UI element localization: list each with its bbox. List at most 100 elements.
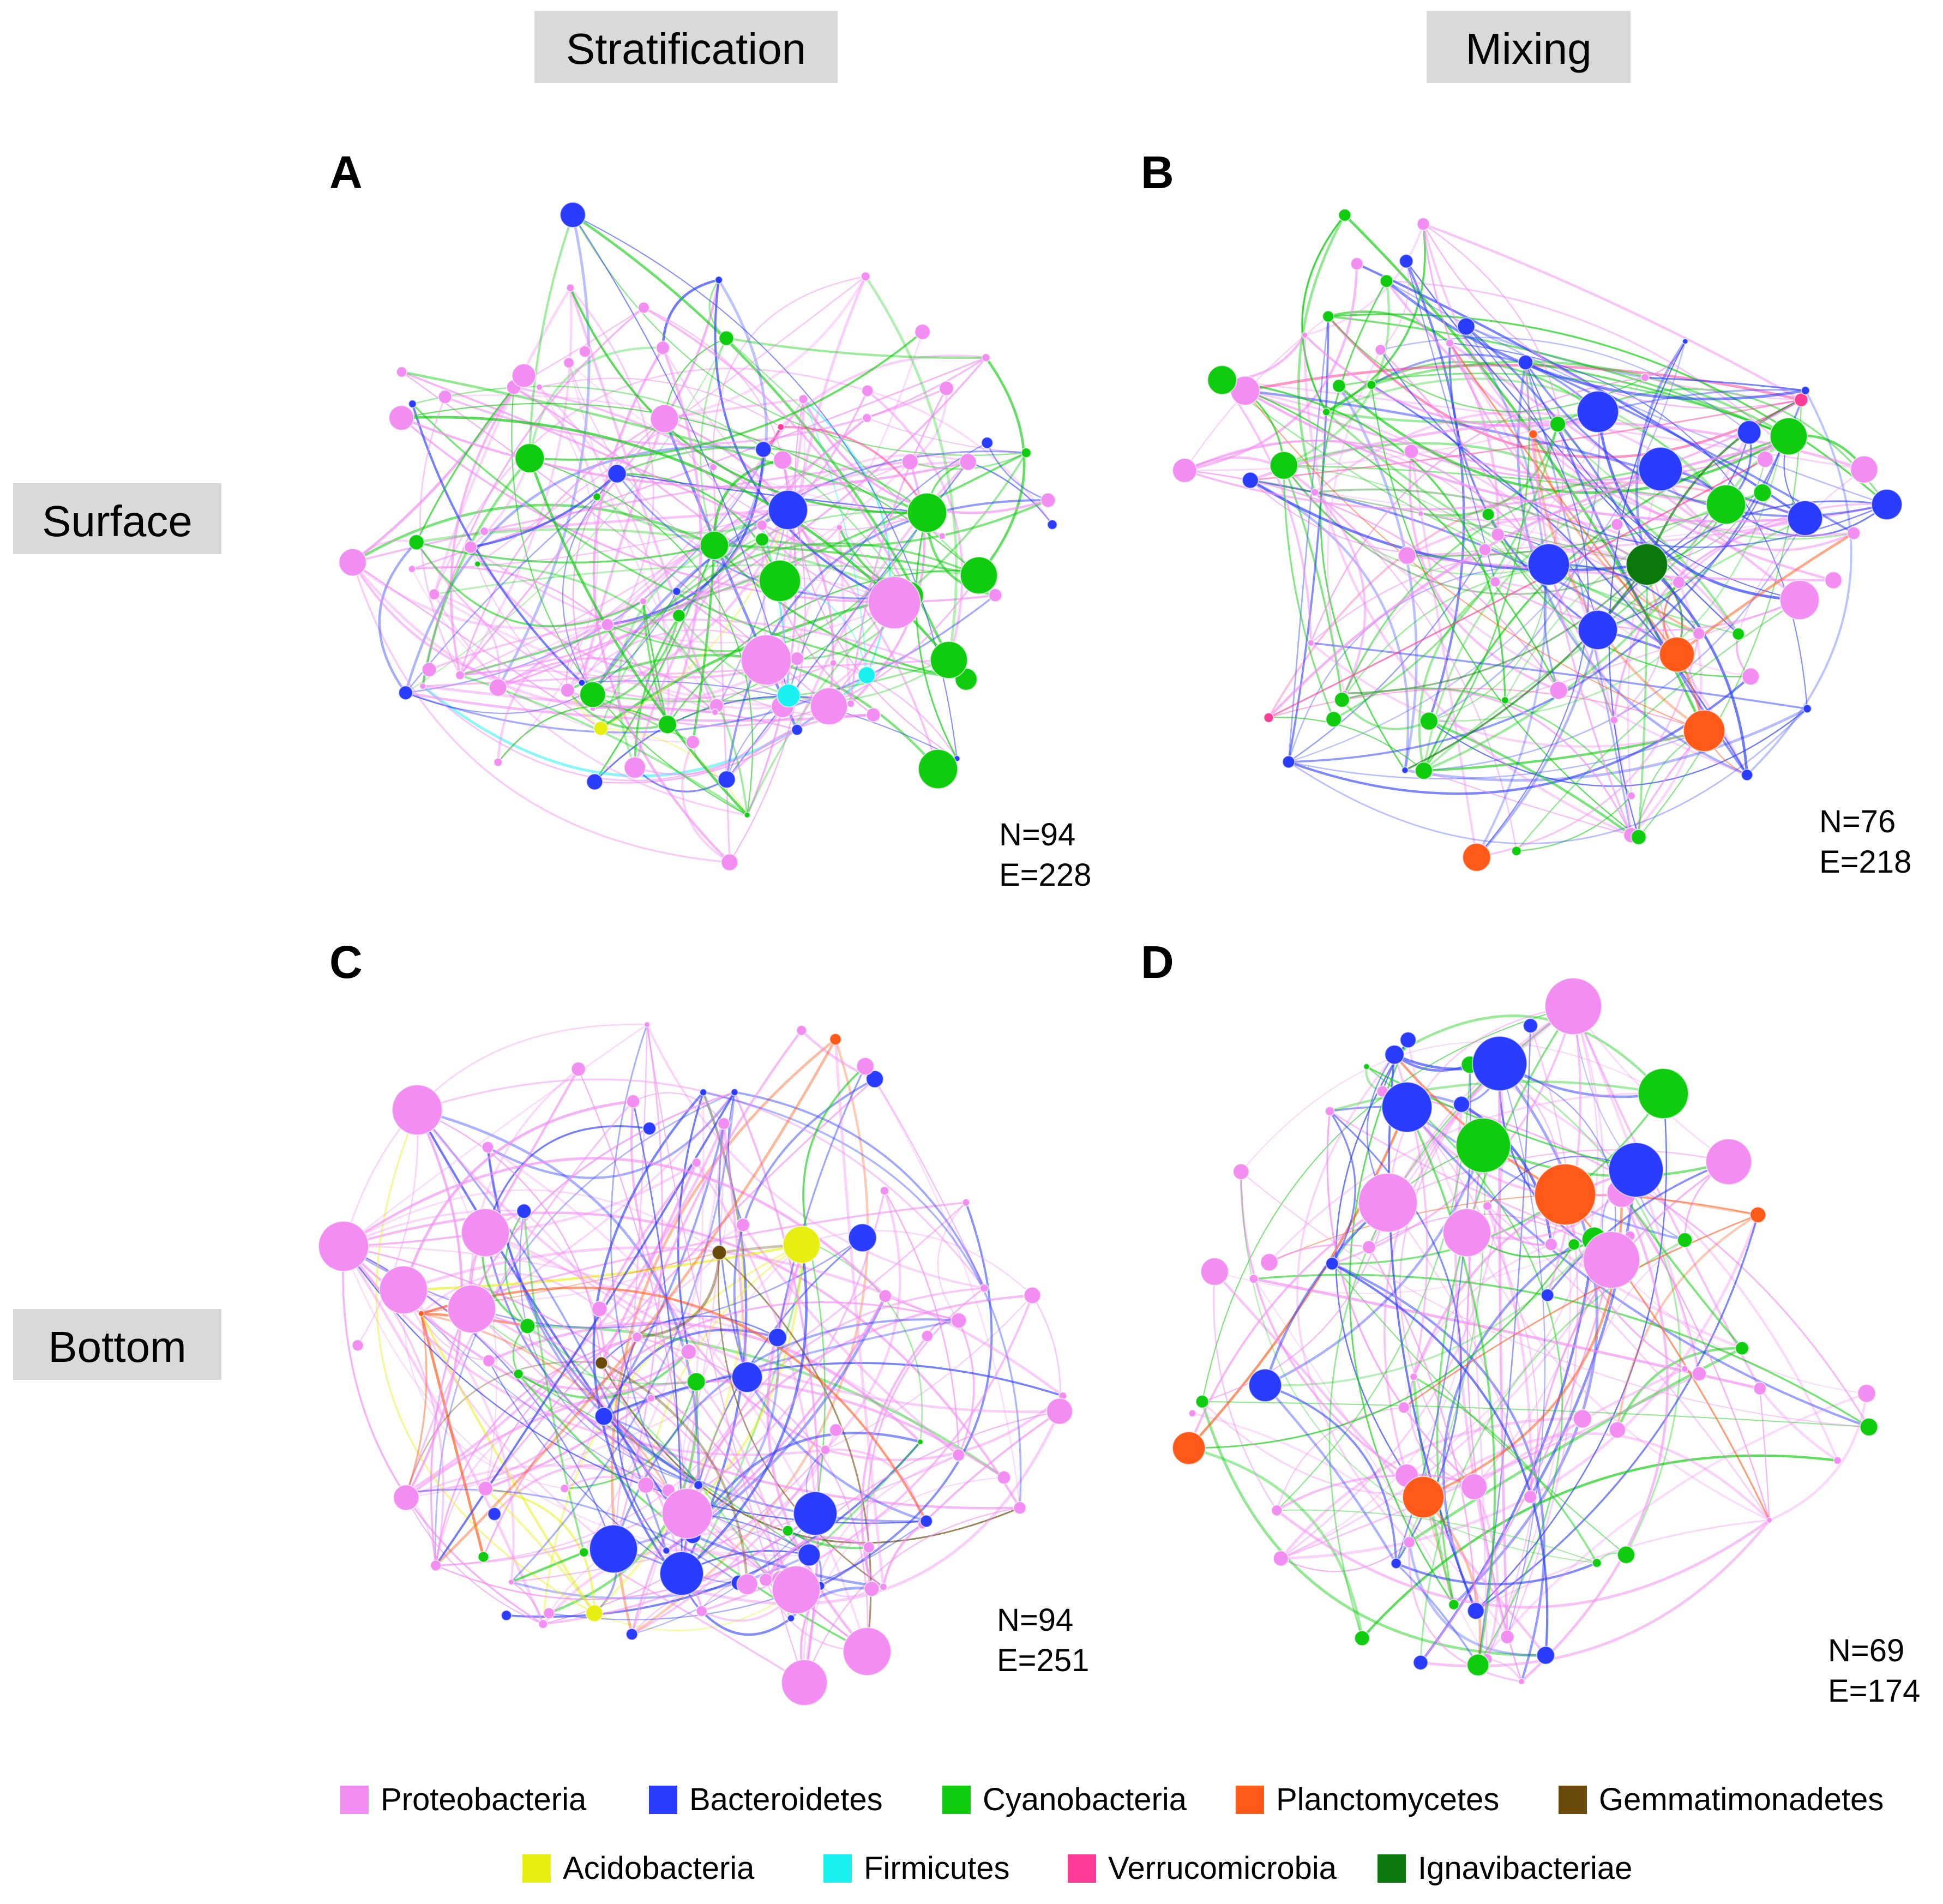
network-node	[1445, 338, 1454, 348]
network-node	[487, 1506, 502, 1521]
network-node	[768, 1328, 787, 1348]
network-node	[777, 423, 785, 431]
network-node	[1417, 510, 1424, 517]
network-edge	[726, 337, 986, 359]
network-edge	[471, 1308, 696, 1385]
panel-letter-c: C	[329, 936, 363, 988]
network-node	[1490, 527, 1505, 542]
network-edge	[1465, 326, 1589, 858]
network-node	[560, 682, 575, 698]
network-node	[711, 708, 719, 716]
network-node	[661, 1488, 713, 1539]
network-edge	[1222, 379, 1739, 635]
network-node	[625, 1094, 641, 1109]
network-edge	[1265, 1145, 1485, 1387]
network-edge	[867, 357, 986, 419]
network-node	[1322, 407, 1331, 417]
network-edge	[405, 338, 727, 694]
network-node	[1363, 1063, 1370, 1071]
network-node	[642, 1121, 657, 1136]
network-edge	[1477, 1392, 1867, 1666]
panel-c-nodes	[318, 1021, 1073, 1706]
network-edge	[1421, 469, 1661, 521]
network-edge	[1240, 1172, 1597, 1564]
network-node	[862, 413, 872, 423]
network-edge	[765, 1536, 870, 1581]
network-edge	[1476, 633, 1700, 858]
network-edge	[1387, 1005, 1574, 1203]
network-node	[796, 1025, 808, 1036]
network-node	[1659, 636, 1695, 672]
network-node	[1567, 1238, 1580, 1251]
network-node	[1397, 1401, 1410, 1414]
network-edge	[485, 1161, 697, 1234]
network-edge	[592, 542, 979, 695]
network-node	[1467, 1602, 1485, 1620]
network-edge	[342, 1245, 444, 1566]
network-node	[519, 1318, 536, 1335]
panel-b-stats: N=76 E=218	[1819, 802, 1911, 882]
network-node	[865, 1070, 884, 1089]
network-edge	[1404, 563, 1648, 771]
network-edge	[1331, 1262, 1545, 1682]
network-edge	[401, 403, 979, 576]
network-edge	[1184, 399, 1802, 510]
network-edge	[1304, 334, 1558, 428]
network-edge	[663, 279, 720, 419]
network-edge	[1409, 451, 1559, 692]
network-node	[777, 683, 801, 708]
network-edge	[617, 544, 715, 768]
network-node	[907, 492, 947, 533]
legend-item-verrucomicrobia: Verrucomicrobia	[1068, 1850, 1337, 1887]
legend-label-cyanobacteria: Cyanobacteria	[983, 1782, 1187, 1817]
panel-c-edge-count: E=251	[997, 1643, 1090, 1678]
network-node	[1536, 1645, 1555, 1665]
network-node	[880, 1186, 889, 1196]
network-node	[672, 586, 682, 596]
network-edge	[352, 460, 910, 563]
network-edge	[513, 386, 781, 582]
network-node	[482, 1354, 496, 1367]
network-edge	[1487, 1205, 1770, 1521]
network-edge	[1453, 1062, 1599, 1606]
network-node	[591, 1300, 608, 1317]
network-edge	[488, 1322, 922, 1443]
network-node	[631, 1331, 643, 1343]
network-edge	[343, 1024, 648, 1247]
network-node	[447, 1284, 496, 1334]
network-node	[1272, 1550, 1289, 1567]
network-node	[1527, 543, 1570, 586]
network-node	[563, 357, 575, 369]
network-edge	[1387, 1005, 1574, 1203]
network-edge	[600, 1315, 778, 1364]
network-edge	[1283, 465, 1343, 700]
network-edge	[1515, 599, 1800, 852]
network-edge	[1349, 1040, 1455, 1605]
network-node	[625, 1627, 639, 1641]
network-edge	[1550, 1243, 1743, 1350]
network-edge	[407, 1488, 739, 1584]
network-node	[1578, 610, 1618, 650]
network-node	[408, 564, 416, 573]
network-edge	[542, 1548, 781, 1625]
network-node	[474, 560, 482, 568]
network-edge	[978, 357, 1026, 576]
network-edge	[351, 561, 798, 709]
network-edge	[510, 1092, 736, 1583]
network-edge	[1475, 1093, 1668, 1612]
network-node	[1824, 571, 1843, 590]
network-edge	[1406, 1006, 1599, 1476]
network-node	[1500, 1629, 1515, 1644]
network-edge	[986, 442, 1049, 501]
network-node	[863, 1541, 875, 1554]
network-edge	[1395, 1563, 1479, 1666]
network-edge	[1422, 1496, 1482, 1666]
network-node	[731, 1361, 763, 1393]
network-node	[1692, 627, 1706, 640]
network-node	[829, 1033, 842, 1046]
network-edge	[485, 1232, 778, 1339]
network-node	[593, 720, 609, 736]
network-node	[961, 1198, 971, 1207]
network-node	[687, 1372, 706, 1392]
network-edge	[1213, 1271, 1278, 1511]
